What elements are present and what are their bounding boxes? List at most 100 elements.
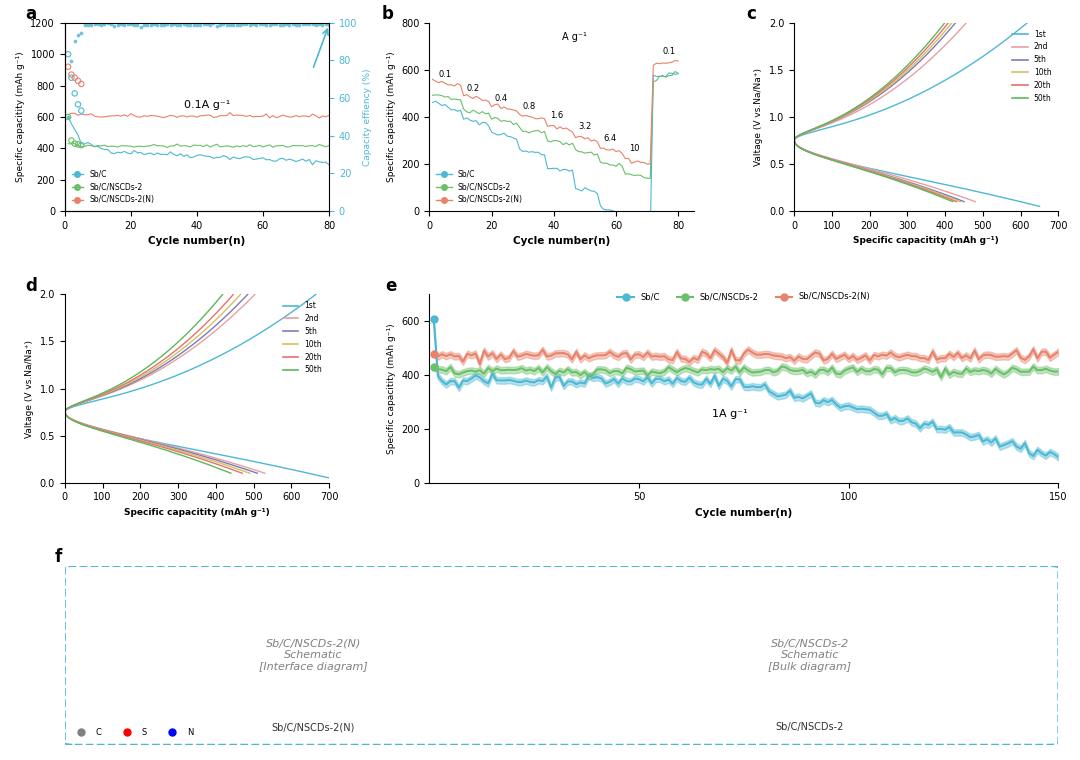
Point bbox=[274, 18, 292, 30]
Point bbox=[135, 19, 152, 31]
Text: 0.1: 0.1 bbox=[662, 47, 675, 55]
Point bbox=[261, 19, 279, 31]
Y-axis label: Specific capacitity (mAh g⁻¹): Specific capacitity (mAh g⁻¹) bbox=[387, 52, 395, 182]
Text: A g⁻¹: A g⁻¹ bbox=[563, 32, 588, 43]
Point bbox=[106, 20, 123, 32]
Point bbox=[238, 18, 255, 30]
Point bbox=[314, 19, 332, 31]
Text: Sb/C/NSCDs-2(N)
Schematic
[Interface diagram]: Sb/C/NSCDs-2(N) Schematic [Interface dia… bbox=[259, 638, 367, 672]
Point bbox=[172, 19, 189, 31]
Point bbox=[82, 19, 99, 31]
Text: 0.2: 0.2 bbox=[467, 84, 480, 93]
Point bbox=[66, 87, 83, 100]
X-axis label: Specific capacitity (mAh g⁻¹): Specific capacitity (mAh g⁻¹) bbox=[124, 508, 270, 517]
Point bbox=[125, 19, 143, 31]
Legend: Sb/C, Sb/C/NSCDs-2, Sb/C/NSCDs-2(N): Sb/C, Sb/C/NSCDs-2, Sb/C/NSCDs-2(N) bbox=[613, 289, 874, 305]
Point bbox=[303, 18, 321, 30]
Point bbox=[86, 17, 104, 30]
Point bbox=[165, 18, 183, 30]
Legend: Sb/C, Sb/C/NSCDs-2, Sb/C/NSCDs-2(N): Sb/C, Sb/C/NSCDs-2, Sb/C/NSCDs-2(N) bbox=[69, 166, 158, 207]
Point bbox=[59, 48, 77, 60]
Text: 1.6: 1.6 bbox=[551, 112, 564, 121]
Point bbox=[149, 20, 166, 32]
Y-axis label: Specific capacitity (mAh g⁻¹): Specific capacitity (mAh g⁻¹) bbox=[16, 52, 25, 182]
Point bbox=[291, 19, 308, 31]
Point bbox=[234, 18, 252, 30]
Point bbox=[99, 17, 117, 30]
Point bbox=[244, 18, 261, 30]
Point bbox=[318, 18, 335, 30]
Point bbox=[112, 18, 130, 30]
Point bbox=[284, 18, 301, 30]
Point bbox=[116, 19, 133, 31]
Point bbox=[63, 71, 80, 84]
Point bbox=[162, 20, 179, 32]
Point bbox=[72, 105, 90, 117]
Text: 0.8: 0.8 bbox=[523, 102, 536, 111]
Text: 0.4: 0.4 bbox=[495, 93, 508, 103]
Point bbox=[271, 18, 288, 30]
Point bbox=[221, 19, 239, 31]
Text: 0.1A g⁻¹: 0.1A g⁻¹ bbox=[184, 100, 230, 109]
Point bbox=[66, 71, 83, 84]
Point bbox=[66, 35, 83, 47]
Point bbox=[212, 19, 229, 31]
Y-axis label: Capacity effiency (%): Capacity effiency (%) bbox=[363, 68, 372, 166]
Point bbox=[103, 18, 120, 30]
Text: Sb/C/NSCDs-2
Schematic
[Bulk diagram]: Sb/C/NSCDs-2 Schematic [Bulk diagram] bbox=[769, 638, 851, 672]
Point bbox=[72, 27, 90, 39]
Point bbox=[129, 19, 146, 31]
Point bbox=[287, 19, 305, 31]
Point bbox=[96, 18, 113, 30]
Point bbox=[59, 111, 77, 123]
Text: a: a bbox=[25, 5, 37, 23]
Point bbox=[122, 18, 139, 30]
Point bbox=[426, 361, 443, 373]
Point bbox=[191, 18, 208, 30]
Point bbox=[321, 19, 338, 31]
Point bbox=[93, 19, 110, 31]
Y-axis label: Valtage (V vs.Na/Na⁺): Valtage (V vs.Na/Na⁺) bbox=[755, 68, 764, 166]
Point bbox=[281, 19, 298, 31]
Point bbox=[72, 78, 90, 90]
Text: 3.2: 3.2 bbox=[578, 122, 592, 131]
Point bbox=[69, 138, 86, 150]
Point bbox=[218, 18, 235, 30]
Y-axis label: Valtage (V vs.Na/Na⁺): Valtage (V vs.Na/Na⁺) bbox=[25, 340, 35, 438]
Point bbox=[255, 18, 272, 30]
Point bbox=[109, 19, 126, 31]
Point bbox=[63, 55, 80, 67]
Point bbox=[258, 19, 275, 31]
Text: e: e bbox=[386, 277, 396, 295]
Text: 10: 10 bbox=[630, 144, 640, 154]
Point bbox=[146, 17, 163, 30]
Point bbox=[63, 135, 80, 147]
Point bbox=[152, 19, 170, 31]
Point bbox=[268, 18, 285, 30]
Point bbox=[66, 138, 83, 150]
Point bbox=[59, 61, 77, 73]
Point bbox=[307, 18, 324, 30]
Point bbox=[228, 19, 245, 31]
Point bbox=[311, 18, 328, 30]
Point bbox=[300, 18, 318, 30]
Point bbox=[119, 18, 136, 30]
Point bbox=[132, 21, 149, 33]
Point bbox=[156, 18, 173, 30]
X-axis label: Specific capacitity (mAh g⁻¹): Specific capacitity (mAh g⁻¹) bbox=[853, 236, 999, 245]
Point bbox=[69, 30, 86, 42]
Point bbox=[178, 18, 195, 30]
Text: b: b bbox=[382, 5, 394, 23]
Point bbox=[247, 18, 265, 30]
Point bbox=[208, 20, 226, 32]
Point bbox=[143, 19, 160, 31]
Point bbox=[59, 111, 77, 123]
Text: Sb/C/NSCDs-2(N): Sb/C/NSCDs-2(N) bbox=[271, 723, 355, 733]
Legend: C, S, N: C, S, N bbox=[69, 725, 197, 741]
Point bbox=[215, 18, 232, 30]
Point bbox=[265, 18, 282, 30]
Legend: 1st, 2nd, 5th, 10th, 20th, 50th: 1st, 2nd, 5th, 10th, 20th, 50th bbox=[1010, 27, 1054, 106]
Point bbox=[188, 19, 205, 31]
Text: 0.1: 0.1 bbox=[438, 70, 451, 79]
Point bbox=[225, 19, 242, 31]
